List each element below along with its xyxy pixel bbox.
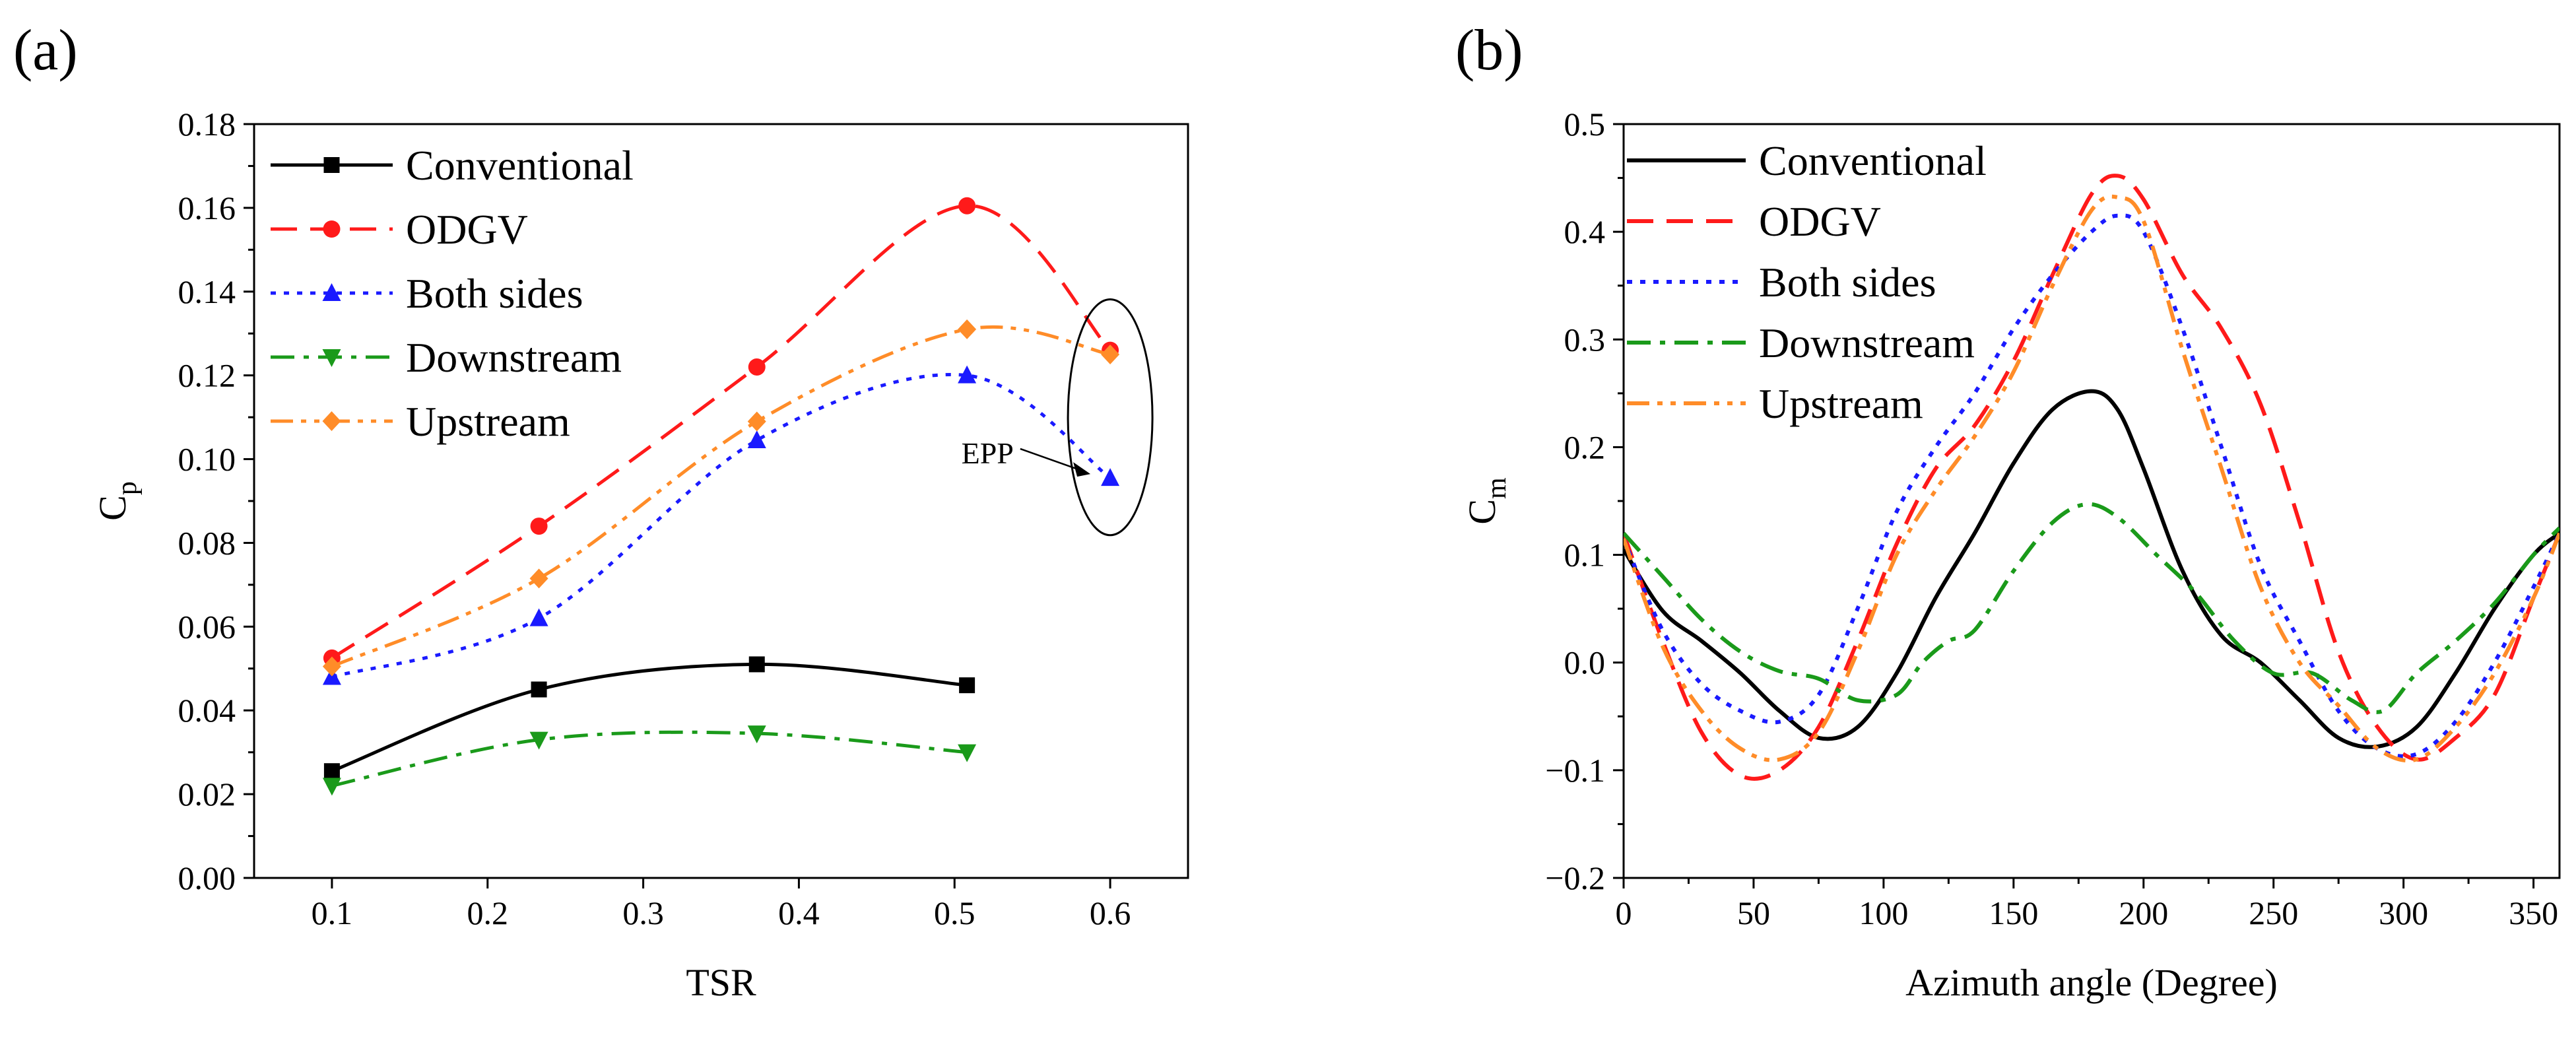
y-tick-label: 0.14 xyxy=(178,273,236,310)
marker-up xyxy=(958,319,977,339)
x-tick-label: 0.2 xyxy=(467,894,509,931)
y-tick-label: 0.02 xyxy=(178,776,236,813)
marker-up xyxy=(1101,344,1120,364)
marker-both xyxy=(529,608,548,626)
y-tick-label: 0.08 xyxy=(178,524,236,561)
y-tick-label: 0.3 xyxy=(1564,321,1606,358)
y-tick-label: 0.2 xyxy=(1564,428,1606,465)
x-tick-label: 0 xyxy=(1616,894,1632,931)
y-axis-title-main: C xyxy=(91,495,134,521)
marker-both xyxy=(1101,468,1120,486)
x-axis-title: Azimuth angle (Degree) xyxy=(1905,961,2278,1004)
legend-marker-odgv xyxy=(323,220,341,238)
legend-label-odgv: ODGV xyxy=(406,206,528,253)
y-tick-label: 0.16 xyxy=(178,189,236,226)
chart-a: 0.1 0.2 0.3 0.4 0.5 0.6 0.00 0.02 0.04 0.06 0.08 0.… xyxy=(91,106,1189,1004)
y-tick-label: 0.06 xyxy=(178,608,236,645)
panel-b-label: (b) xyxy=(1455,18,1523,83)
x-tick-label: 0.3 xyxy=(622,894,664,931)
x-axis-title: TSR xyxy=(686,961,756,1004)
y-axis-title-subscript: p xyxy=(112,481,143,495)
y-tick-label: 0.5 xyxy=(1564,106,1606,143)
legend: Conventional ODGV Both sides Downstream Upst… xyxy=(271,142,634,445)
legend-marker-down xyxy=(322,349,341,367)
x-tick-label: 200 xyxy=(2119,894,2168,931)
y-tick-label: 0.18 xyxy=(178,106,236,143)
marker-conventional xyxy=(959,677,975,694)
marker-down xyxy=(322,778,341,796)
legend-label-down: Downstream xyxy=(1759,319,1975,366)
marker-down xyxy=(747,725,766,744)
marker-conventional xyxy=(531,681,547,698)
y-tick-label: −0.1 xyxy=(1545,752,1605,789)
y-axis-title-subscript: m xyxy=(1482,477,1512,499)
legend-label-up: Upstream xyxy=(1759,380,1923,427)
x-tick-label: 0.5 xyxy=(934,894,975,931)
y-tick-label: −0.2 xyxy=(1545,859,1605,896)
epp-annotation-label: EPP xyxy=(962,436,1014,470)
marker-down xyxy=(958,744,977,762)
y-tick-label: 0.0 xyxy=(1564,644,1606,681)
series-line-conventional xyxy=(331,662,968,773)
x-tick-label: 0.1 xyxy=(312,894,353,931)
series-line-down xyxy=(331,730,968,787)
legend-marker-up xyxy=(322,411,341,431)
y-tick-label: 0.04 xyxy=(178,692,236,729)
legend-label-both: Both sides xyxy=(406,270,583,317)
legend-label-conventional: Conventional xyxy=(406,142,634,189)
series-line-up xyxy=(1624,194,2559,763)
x-tick-label: 50 xyxy=(1737,894,1770,931)
legend-label-up: Upstream xyxy=(406,398,570,445)
legend-label-down: Downstream xyxy=(406,334,622,381)
y-axis-title-main: C xyxy=(1461,499,1503,525)
marker-both xyxy=(747,430,766,449)
marker-odgv xyxy=(530,518,548,535)
x-tick-label: 0.4 xyxy=(778,894,820,931)
series-line-odgv xyxy=(1624,174,2559,781)
epp-arrow-head xyxy=(1073,462,1091,477)
legend-label-conventional: Conventional xyxy=(1759,137,1987,184)
y-tick-label: 0.12 xyxy=(178,357,236,394)
x-tick-label: 250 xyxy=(2249,894,2298,931)
legend: Conventional ODGV Both sides Downstream Upst… xyxy=(1627,137,1987,427)
y-axis-title: Cp xyxy=(91,481,143,521)
epp-arrow-line xyxy=(1020,448,1084,473)
marker-both xyxy=(958,365,977,384)
x-tick-label: 350 xyxy=(2509,894,2558,931)
marker-conventional xyxy=(323,763,340,780)
legend-marker-conventional xyxy=(323,157,340,173)
marker-down xyxy=(529,731,548,750)
x-tick-label: 100 xyxy=(1859,894,1908,931)
marker-up xyxy=(747,411,766,432)
epp-ellipse xyxy=(1067,298,1154,537)
y-tick-label: 0.00 xyxy=(178,859,236,896)
y-tick-label: 0.4 xyxy=(1564,213,1606,250)
series-line-up xyxy=(331,325,1111,668)
y-tick-label: 0.1 xyxy=(1564,537,1606,574)
marker-up xyxy=(529,568,548,589)
panel-a-label: (a) xyxy=(13,18,78,83)
x-tick-label: 150 xyxy=(1989,894,2038,931)
legend-marker-both xyxy=(322,283,341,301)
y-axis-title: Cm xyxy=(1461,477,1512,525)
chart-b: 0 50 100 150 200 250 300 350 −0.2 −0.1 0.0 0.1 0.2 0.… xyxy=(1461,106,2561,1004)
x-tick-label: 300 xyxy=(2379,894,2428,931)
series-line-both xyxy=(331,373,1111,679)
series-line-both xyxy=(1624,213,2559,758)
y-tick-label: 0.10 xyxy=(178,441,236,478)
legend-label-both: Both sides xyxy=(1759,259,1936,306)
marker-odgv xyxy=(748,358,766,376)
x-tick-label: 0.6 xyxy=(1090,894,1131,931)
marker-up xyxy=(322,656,341,677)
legend-label-odgv: ODGV xyxy=(1759,198,1881,245)
marker-odgv xyxy=(958,197,976,215)
marker-conventional xyxy=(748,656,765,673)
